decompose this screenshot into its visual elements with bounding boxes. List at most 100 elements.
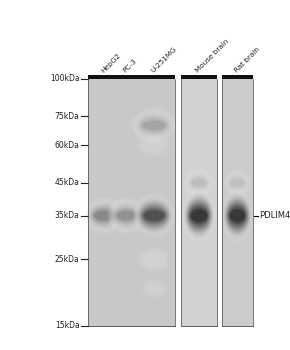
Ellipse shape xyxy=(87,200,121,231)
Text: 15kDa: 15kDa xyxy=(55,321,80,330)
Ellipse shape xyxy=(183,191,215,240)
Ellipse shape xyxy=(229,177,246,189)
Ellipse shape xyxy=(113,205,140,226)
Ellipse shape xyxy=(222,191,252,240)
Bar xyxy=(181,75,218,79)
Ellipse shape xyxy=(89,203,119,228)
Ellipse shape xyxy=(139,116,169,134)
Ellipse shape xyxy=(143,121,165,130)
Ellipse shape xyxy=(114,206,139,225)
Text: PC-3: PC-3 xyxy=(122,58,138,74)
Ellipse shape xyxy=(131,107,177,144)
Ellipse shape xyxy=(224,196,250,236)
Text: 60kDa: 60kDa xyxy=(55,141,80,150)
Ellipse shape xyxy=(133,194,175,238)
Ellipse shape xyxy=(228,205,247,226)
Ellipse shape xyxy=(142,138,166,153)
Ellipse shape xyxy=(110,202,142,230)
Ellipse shape xyxy=(187,200,211,231)
Ellipse shape xyxy=(92,208,115,223)
Ellipse shape xyxy=(148,286,160,291)
Ellipse shape xyxy=(137,199,171,232)
Ellipse shape xyxy=(146,284,162,293)
Ellipse shape xyxy=(188,174,210,192)
Text: 45kDa: 45kDa xyxy=(55,178,80,187)
Text: PDLIM4: PDLIM4 xyxy=(259,211,290,220)
Ellipse shape xyxy=(190,176,208,189)
Text: 25kDa: 25kDa xyxy=(55,255,80,264)
Ellipse shape xyxy=(191,178,207,188)
Bar xyxy=(181,79,218,326)
Ellipse shape xyxy=(140,205,168,226)
Ellipse shape xyxy=(91,206,116,225)
Ellipse shape xyxy=(141,249,168,270)
Ellipse shape xyxy=(145,255,163,264)
Ellipse shape xyxy=(86,199,122,232)
Ellipse shape xyxy=(139,248,168,271)
Ellipse shape xyxy=(88,202,120,230)
Ellipse shape xyxy=(185,170,213,196)
Ellipse shape xyxy=(145,283,163,294)
Ellipse shape xyxy=(147,285,161,292)
Bar xyxy=(88,79,175,326)
Ellipse shape xyxy=(224,169,250,197)
Ellipse shape xyxy=(191,209,207,222)
Ellipse shape xyxy=(227,173,248,193)
Ellipse shape xyxy=(144,282,164,295)
Ellipse shape xyxy=(109,200,143,231)
Text: 75kDa: 75kDa xyxy=(55,112,80,121)
Ellipse shape xyxy=(90,205,117,226)
Ellipse shape xyxy=(146,256,162,263)
Ellipse shape xyxy=(142,206,167,225)
Text: 35kDa: 35kDa xyxy=(55,211,80,220)
Ellipse shape xyxy=(138,201,170,230)
Bar xyxy=(222,79,253,326)
Ellipse shape xyxy=(230,209,245,222)
Ellipse shape xyxy=(141,137,167,154)
Ellipse shape xyxy=(222,189,253,243)
Ellipse shape xyxy=(184,167,214,199)
Text: U-251MG: U-251MG xyxy=(150,46,178,74)
Text: Rat brain: Rat brain xyxy=(233,46,261,74)
Ellipse shape xyxy=(132,108,176,142)
Ellipse shape xyxy=(140,136,168,155)
Ellipse shape xyxy=(144,254,164,265)
Ellipse shape xyxy=(226,172,249,194)
Text: Mouse brain: Mouse brain xyxy=(195,38,230,74)
Ellipse shape xyxy=(138,115,171,136)
Ellipse shape xyxy=(139,203,169,229)
Ellipse shape xyxy=(142,250,166,268)
Ellipse shape xyxy=(115,208,138,223)
Ellipse shape xyxy=(192,179,206,187)
Ellipse shape xyxy=(228,174,247,192)
Ellipse shape xyxy=(186,198,212,233)
Ellipse shape xyxy=(135,112,173,139)
Ellipse shape xyxy=(116,210,137,222)
Ellipse shape xyxy=(142,119,166,131)
Ellipse shape xyxy=(226,200,249,231)
Ellipse shape xyxy=(225,198,249,233)
Ellipse shape xyxy=(146,142,162,149)
Ellipse shape xyxy=(134,110,174,141)
Ellipse shape xyxy=(229,207,246,224)
Ellipse shape xyxy=(134,195,174,236)
Ellipse shape xyxy=(223,193,251,238)
Ellipse shape xyxy=(140,118,168,133)
Ellipse shape xyxy=(144,281,164,296)
Bar xyxy=(222,75,253,79)
Ellipse shape xyxy=(184,193,214,238)
Ellipse shape xyxy=(228,175,246,190)
Ellipse shape xyxy=(142,251,166,267)
Ellipse shape xyxy=(93,210,114,222)
Ellipse shape xyxy=(143,253,165,266)
Ellipse shape xyxy=(182,189,216,243)
Ellipse shape xyxy=(112,203,141,228)
Ellipse shape xyxy=(144,140,164,151)
Ellipse shape xyxy=(190,207,208,224)
Ellipse shape xyxy=(95,211,113,220)
Ellipse shape xyxy=(108,199,144,232)
Ellipse shape xyxy=(143,208,165,223)
Ellipse shape xyxy=(143,139,165,152)
Bar xyxy=(218,79,222,326)
Ellipse shape xyxy=(144,210,164,221)
